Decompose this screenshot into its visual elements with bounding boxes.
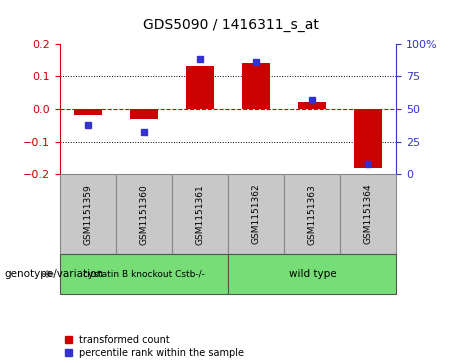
Text: GSM1151361: GSM1151361: [195, 184, 205, 245]
Bar: [242, 63, 270, 109]
Bar: [116, 174, 172, 254]
Bar: [355, 109, 383, 168]
Text: GSM1151363: GSM1151363: [308, 184, 317, 245]
Text: GSM1151364: GSM1151364: [364, 184, 373, 245]
Text: GSM1151360: GSM1151360: [140, 184, 148, 245]
Bar: [228, 254, 396, 294]
Bar: [228, 174, 284, 254]
Legend: transformed count, percentile rank within the sample: transformed count, percentile rank withi…: [65, 335, 244, 358]
Text: GSM1151359: GSM1151359: [83, 184, 93, 245]
Bar: [74, 109, 102, 115]
Bar: [298, 102, 326, 109]
Text: wild type: wild type: [289, 269, 336, 279]
Text: GSM1151362: GSM1151362: [252, 184, 261, 245]
Bar: [60, 254, 228, 294]
Bar: [284, 174, 340, 254]
Text: cystatin B knockout Cstb-/-: cystatin B knockout Cstb-/-: [83, 270, 205, 278]
Text: GDS5090 / 1416311_s_at: GDS5090 / 1416311_s_at: [142, 19, 319, 32]
Bar: [172, 174, 228, 254]
Bar: [60, 174, 116, 254]
Bar: [130, 109, 158, 119]
Text: genotype/variation: genotype/variation: [5, 269, 104, 279]
Bar: [340, 174, 396, 254]
Bar: [186, 66, 214, 109]
